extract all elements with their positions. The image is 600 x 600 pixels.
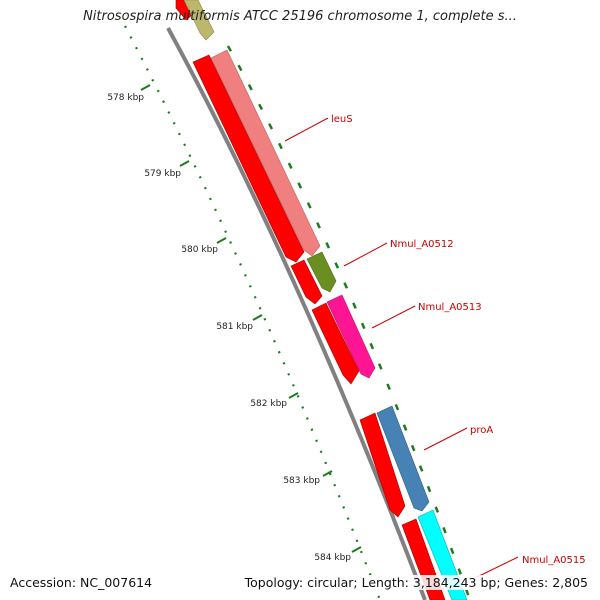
leader-line	[423, 427, 468, 451]
ruler-tick	[179, 160, 190, 167]
ruler-tick	[322, 470, 333, 477]
cds-track	[175, 0, 446, 600]
cds-feature	[192, 54, 305, 263]
ruler-label: 584 kbp	[314, 553, 351, 563]
gene-track	[183, 0, 468, 600]
gene-nmul-a0512	[306, 251, 337, 293]
topology-text: Topology: circular; Length: 3,184,243 bp…	[242, 575, 590, 590]
ruler-tick	[252, 314, 263, 321]
accession-text: Accession: NC_007614	[8, 575, 155, 590]
gene-leuS	[210, 49, 321, 257]
chromosome-backbone	[166, 27, 427, 600]
outer-ticks	[226, 45, 472, 600]
ruler-label: 579 kbp	[144, 169, 181, 179]
cds-feature	[290, 259, 323, 305]
ruler-labels: 578 kbp 579 kbp 580 kbp 581 kbp 582 kbp …	[107, 93, 351, 563]
ruler-tick	[288, 392, 299, 399]
gene-proA	[376, 405, 430, 512]
gene-label-proA[interactable]: proA	[470, 425, 493, 436]
cds-feature	[311, 302, 360, 385]
leader-line	[474, 556, 519, 579]
ruler-label: 580 kbp	[181, 245, 218, 255]
ruler-label: 581 kbp	[216, 322, 253, 332]
gene-top-olive	[183, 0, 215, 41]
ruler-label: 583 kbp	[283, 476, 320, 486]
leader-line	[343, 242, 388, 267]
gene-nmul-a0513	[326, 294, 376, 379]
gene-label-nmul-a0515[interactable]: Nmul_A0515	[522, 555, 586, 566]
leader-line	[371, 305, 416, 329]
ruler-tick	[351, 546, 362, 553]
cds-feature	[359, 412, 406, 518]
gene-labels	[284, 117, 519, 579]
ruler-tick	[216, 237, 227, 244]
ruler-major-ticks	[140, 84, 362, 553]
leader-line	[284, 117, 329, 142]
gene-label-leuS[interactable]: leuS	[331, 114, 353, 125]
map-title: Nitrosospira multiformis ATCC 25196 chro…	[83, 9, 517, 24]
ruler-tick	[140, 84, 151, 91]
gene-label-nmul-a0513[interactable]: Nmul_A0513	[418, 302, 482, 313]
ruler-label: 578 kbp	[107, 93, 144, 103]
ruler-label: 582 kbp	[250, 399, 287, 409]
gene-label-nmul-a0512[interactable]: Nmul_A0512	[390, 239, 454, 250]
